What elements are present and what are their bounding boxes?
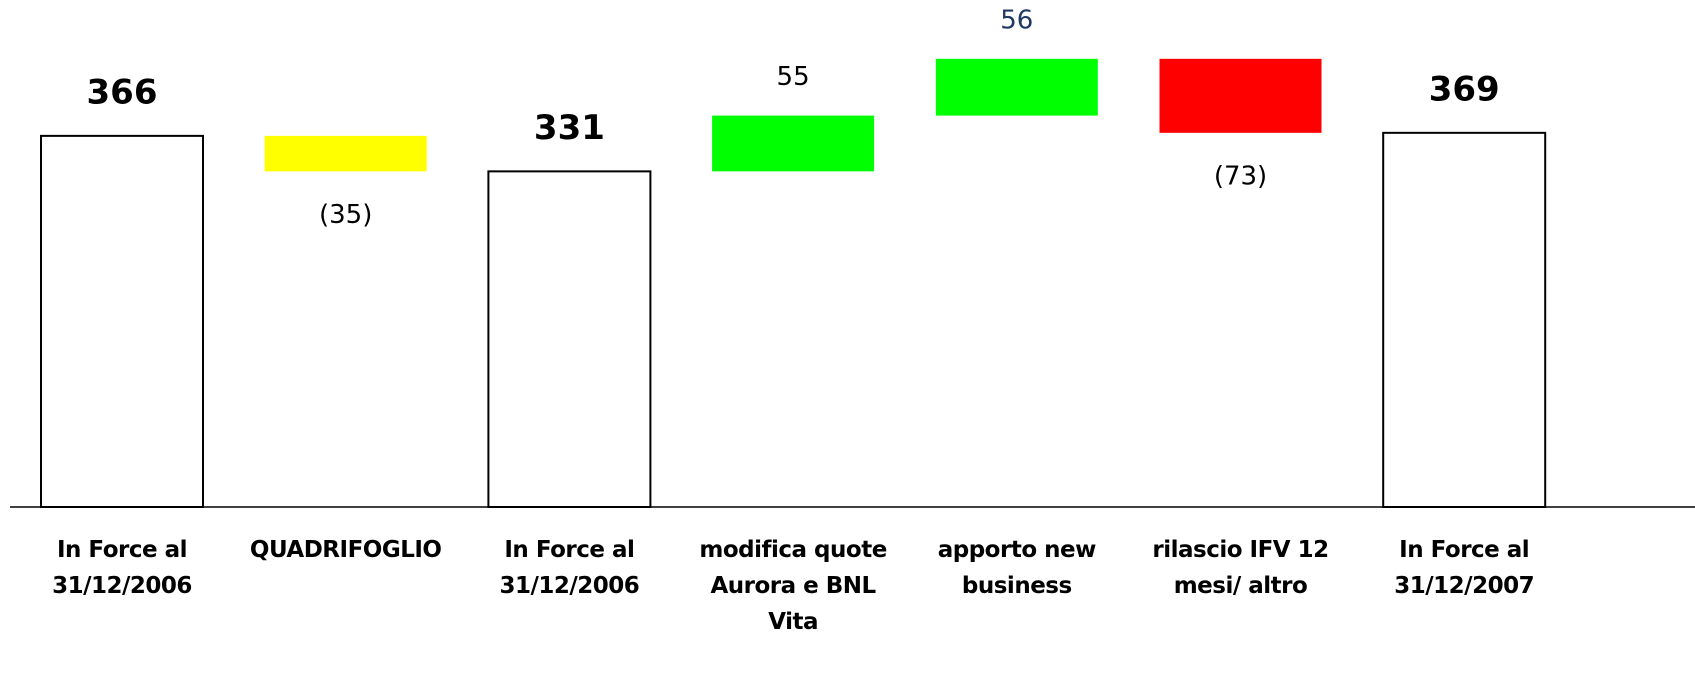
value-label: 55	[777, 62, 810, 92]
bar	[264, 135, 427, 172]
x-tick-label: In Force al 31/12/2007	[1394, 537, 1535, 599]
value-label: 366	[87, 72, 158, 112]
x-tick-label: modifica quote Aurora e BNL Vita	[699, 537, 887, 635]
bar	[40, 134, 204, 508]
bar	[1382, 131, 1547, 508]
value-label: (73)	[1214, 161, 1267, 191]
x-tick-label: apporto new business	[937, 537, 1097, 599]
x-tick-label: QUADRIFOGLIO	[249, 537, 442, 563]
x-tick-label: In Force al 31/12/2006	[499, 537, 640, 599]
bar	[1159, 58, 1322, 133]
bar	[935, 58, 1098, 116]
bar	[487, 170, 652, 508]
value-label: (35)	[319, 200, 372, 230]
bar	[712, 115, 875, 172]
value-label: 331	[534, 108, 605, 148]
value-label: 56	[1000, 5, 1033, 35]
value-label: 369	[1429, 69, 1500, 109]
x-tick-label: rilascio IFV 12 mesi/ altro	[1152, 537, 1329, 599]
x-tick-label: In Force al 31/12/2006	[52, 537, 192, 599]
